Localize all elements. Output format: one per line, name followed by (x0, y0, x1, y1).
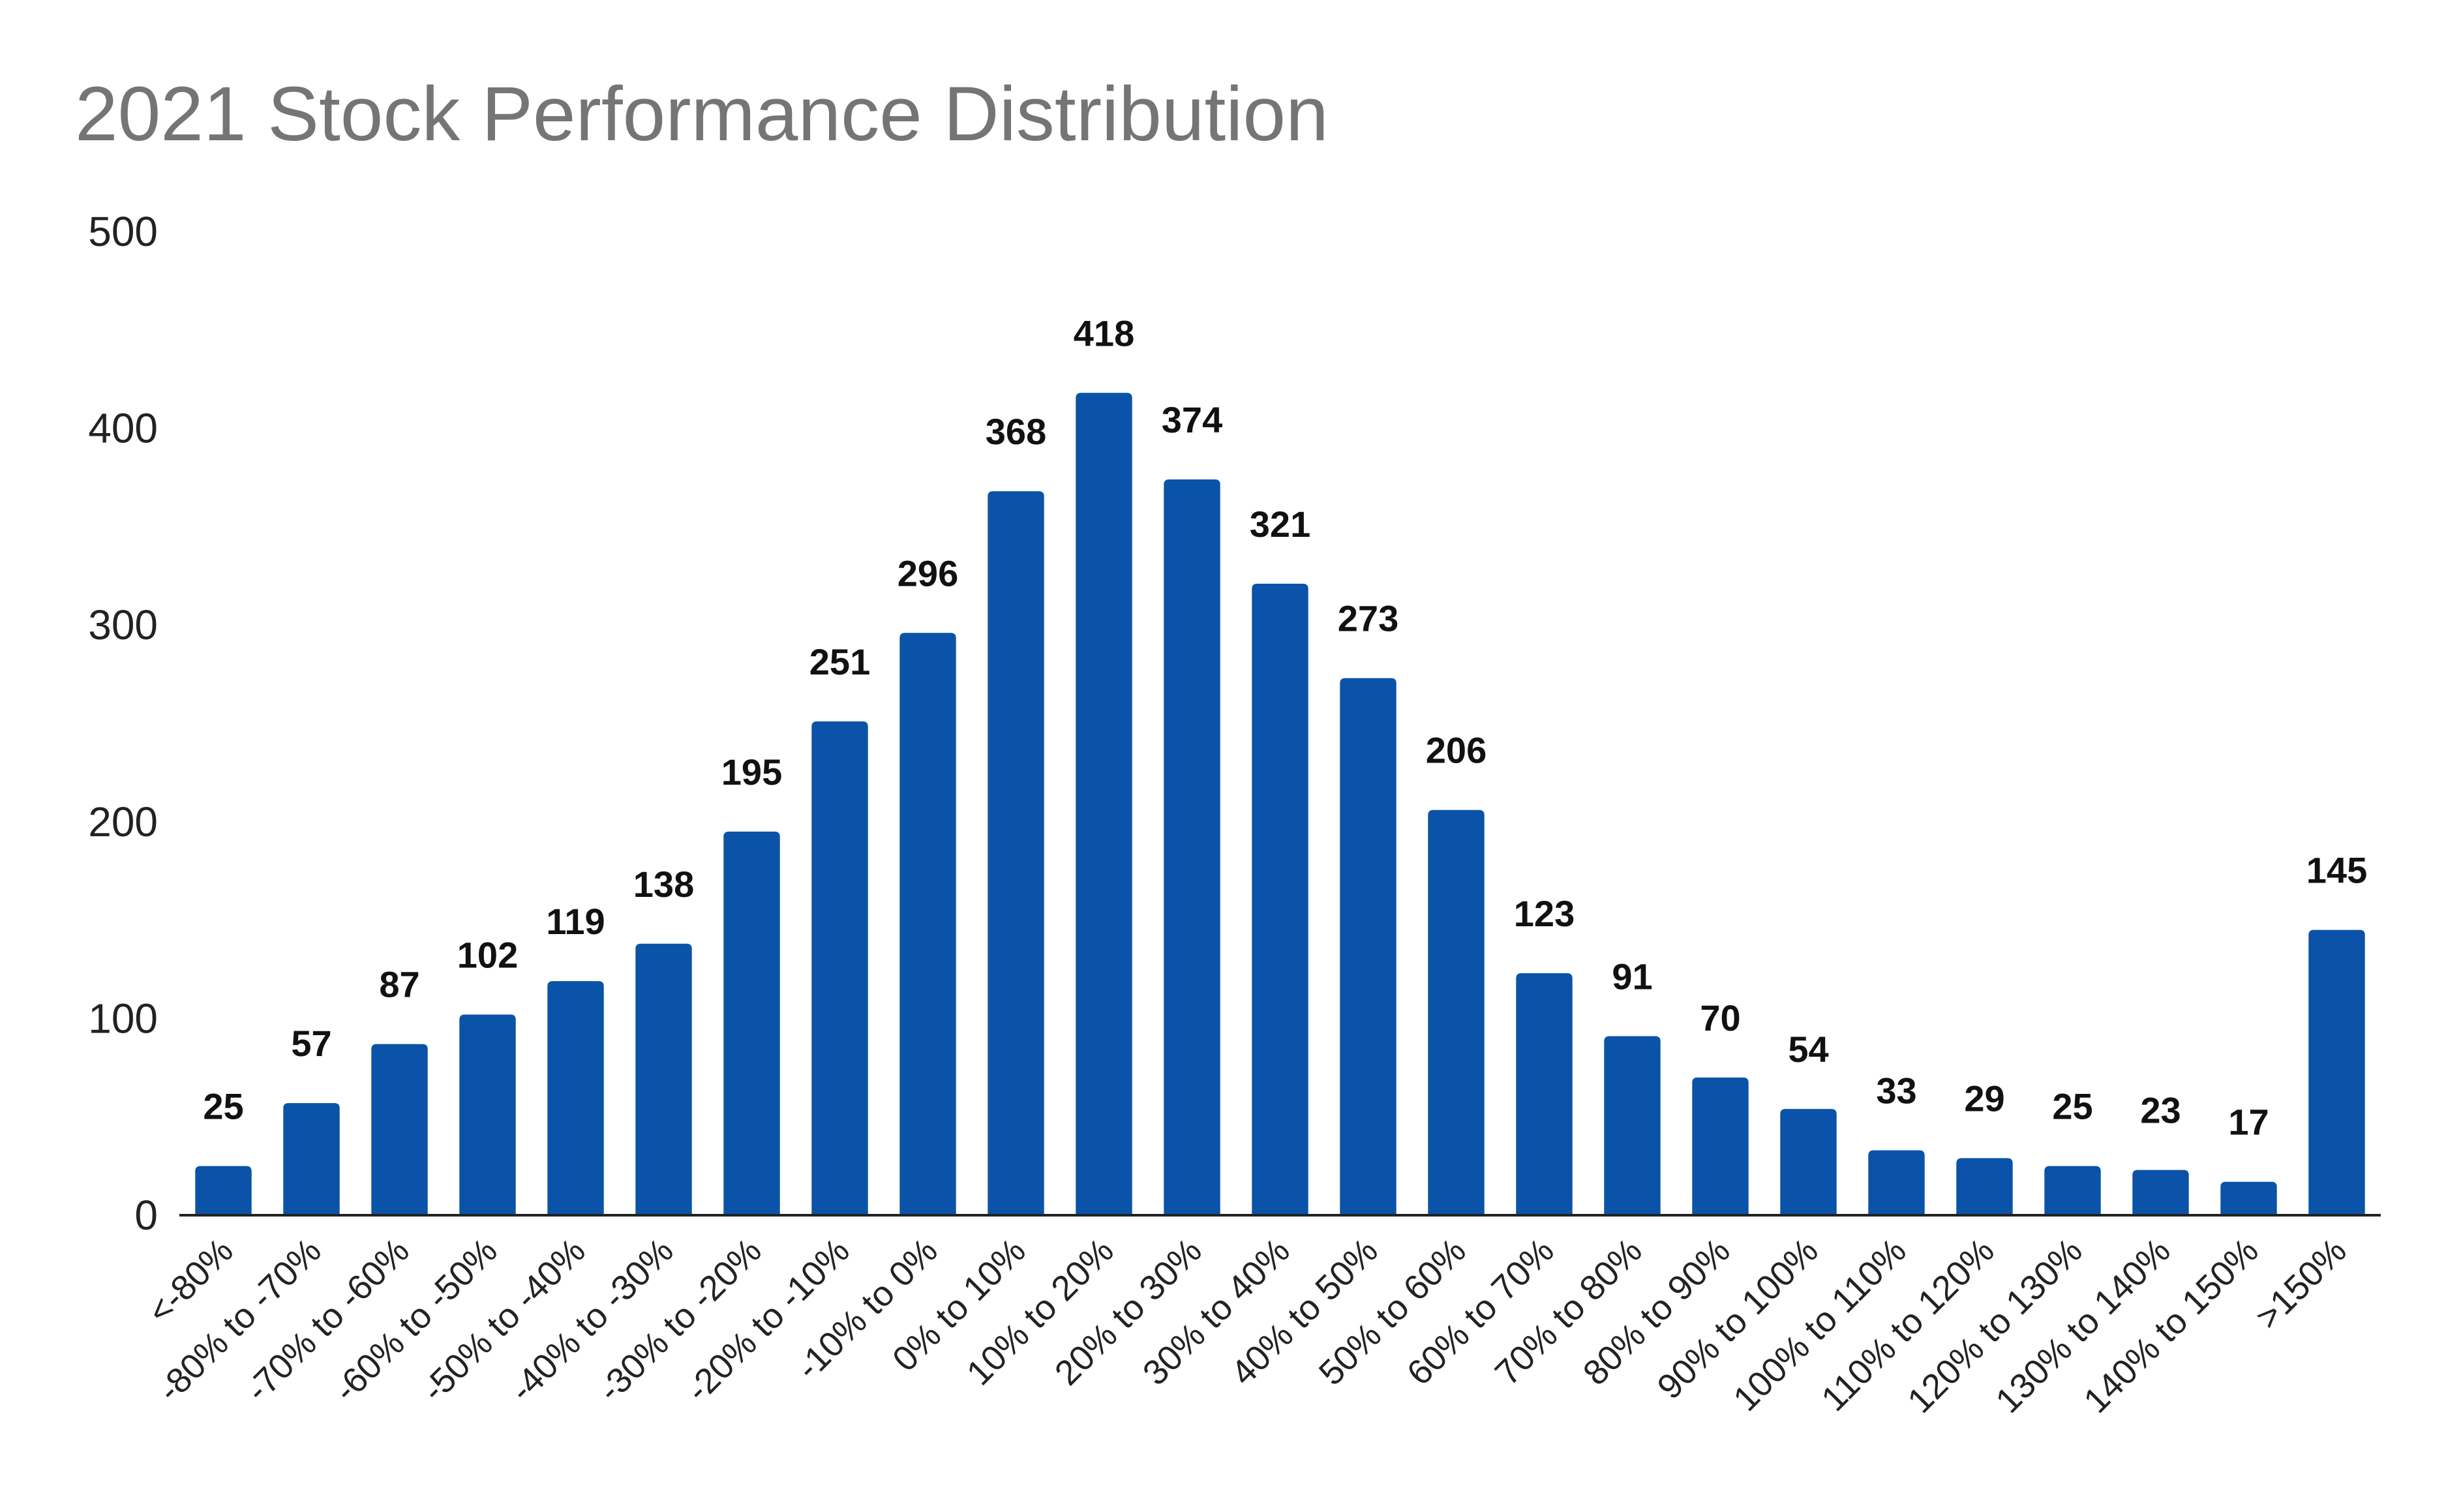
data-label: 138 (633, 864, 694, 905)
data-label: 296 (898, 552, 958, 594)
data-label: 54 (1788, 1029, 1828, 1070)
bar (1516, 973, 1573, 1215)
bar (283, 1103, 340, 1215)
data-label: 195 (721, 751, 782, 793)
y-axis: 0 100 200 300 400 500 (88, 208, 158, 1239)
data-label: 418 (1074, 312, 1134, 354)
data-label: 206 (1426, 730, 1487, 771)
bar (2308, 930, 2365, 1215)
data-label: 33 (1876, 1070, 1916, 1111)
data-label: 70 (1700, 997, 1740, 1038)
data-label: 25 (2052, 1086, 2092, 1127)
bar (1252, 583, 1308, 1215)
bar (371, 1044, 428, 1215)
data-label: 102 (457, 934, 518, 975)
bar (1956, 1158, 2013, 1215)
bar (811, 721, 868, 1215)
data-label: 87 (379, 964, 419, 1005)
data-label: 123 (1514, 893, 1575, 934)
bar (899, 633, 956, 1215)
y-tick-label: 100 (88, 995, 158, 1042)
bar (1076, 393, 1132, 1215)
bar (988, 491, 1044, 1215)
data-label: 251 (809, 641, 870, 682)
data-label: 91 (1612, 956, 1652, 997)
data-label: 25 (203, 1086, 243, 1127)
data-label: 17 (2228, 1102, 2269, 1143)
data-label: 368 (986, 411, 1046, 452)
data-label: 321 (1250, 504, 1310, 545)
bar (1604, 1036, 1661, 1215)
bar (1868, 1150, 1925, 1215)
y-tick-label: 0 (134, 1192, 158, 1239)
bars (195, 393, 2365, 1215)
data-labels: 25 57 87 102 119 138 195 251 296 368 418 374 321 273 2… (203, 312, 2367, 1142)
data-label: 57 (291, 1023, 331, 1064)
data-label: 145 (2306, 850, 2367, 891)
bar (2220, 1181, 2277, 1215)
bar (195, 1166, 252, 1215)
data-label: 273 (1338, 598, 1398, 639)
bar (723, 831, 780, 1215)
chart-title: 2021 Stock Performance Distribution (75, 71, 1329, 157)
bar (459, 1014, 516, 1215)
bar (1780, 1109, 1837, 1215)
bar (635, 943, 692, 1215)
y-tick-label: 500 (88, 208, 158, 255)
data-label: 374 (1162, 399, 1222, 440)
x-tick-label: >150% (2248, 1231, 2354, 1337)
bar (1428, 809, 1485, 1215)
bar (1340, 678, 1397, 1215)
bar (2044, 1166, 2101, 1215)
y-tick-label: 400 (88, 405, 158, 452)
bar (2132, 1170, 2189, 1215)
y-tick-label: 200 (88, 798, 158, 845)
bar (547, 981, 604, 1215)
data-label: 29 (1964, 1078, 2004, 1119)
data-label: 119 (546, 901, 605, 942)
bar (1164, 479, 1220, 1215)
x-axis-tick-labels: <-80%-80% to -70%-70% to -60%-60% to -50… (140, 1231, 2354, 1421)
bar (1692, 1077, 1749, 1215)
y-tick-label: 300 (88, 601, 158, 648)
data-label: 23 (2140, 1090, 2181, 1131)
